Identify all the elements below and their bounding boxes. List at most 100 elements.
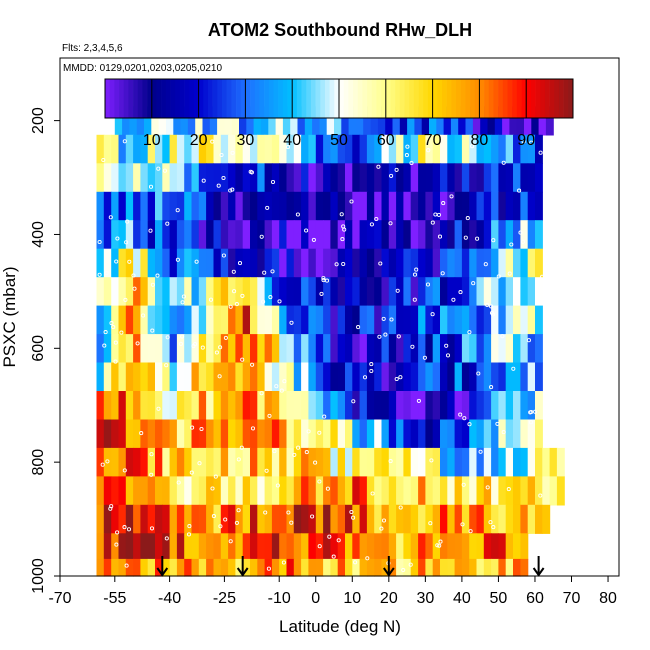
y-axis-label: PSXC (mbar) [0,266,19,367]
sample-marker [500,334,505,339]
heatmap-cell [388,248,397,278]
heatmap-cell [527,362,536,392]
heatmap-cell [396,447,404,477]
sample-marker [321,276,326,281]
heatmap-cell [169,391,178,421]
sample-marker [132,286,137,291]
sample-marker [175,257,180,262]
heatmap-cell [527,248,536,278]
heatmap-cell [96,391,105,421]
heatmap-cell [483,362,492,392]
heatmap-cell [432,419,441,449]
heatmap-cell [220,134,229,164]
sample-marker [281,560,286,565]
heatmap-cell [447,504,456,534]
heatmap-cell [242,163,251,193]
heatmap-cell [125,419,134,449]
sample-marker [304,228,309,233]
heatmap-cell [308,163,317,193]
heatmap-cell [549,447,558,477]
heatmap-cell [469,220,478,250]
sample-marker [176,480,181,485]
heatmap-cell [461,419,470,449]
heatmap-cell [293,419,302,449]
heatmap-cell [454,447,463,477]
heatmap-cell [385,106,394,136]
colorbar-swatch [413,79,419,118]
heatmap-cell [169,305,178,335]
heatmap-cell [220,248,229,278]
sample-marker [180,334,185,339]
heatmap-cell [176,476,185,506]
heatmap-cell [483,476,492,506]
heatmap-cell [96,447,105,477]
heatmap-cell [359,277,368,307]
heatmap-cell [308,362,317,392]
heatmap-cell [323,220,331,250]
heatmap-cell [513,419,521,449]
heatmap-cell [527,504,536,534]
heatmap-cell [516,106,525,136]
heatmap-cell [366,447,375,477]
heatmap-cell [184,504,193,534]
sample-marker [236,457,241,462]
heatmap-cell [147,134,156,164]
heatmap-cell [425,248,434,278]
sample-marker [317,544,322,549]
sample-marker [438,539,443,544]
heatmap-cell [147,558,156,577]
colorbar-swatch [540,79,546,118]
heatmap-cell [461,362,470,392]
heatmap-cell [505,447,514,477]
colorbar-swatch [381,79,387,118]
heatmap-cell [315,447,324,477]
heatmap-cell [242,447,251,477]
sample-marker [501,430,506,435]
heatmap-cell [220,362,229,392]
heatmap-cell [330,558,339,577]
sample-marker [496,274,501,279]
sample-marker [412,272,418,277]
heatmap-cell [337,447,346,477]
heatmap-cell [520,334,529,364]
heatmap-cell [213,419,222,449]
heatmap-cell [396,305,404,335]
heatmap-cell [198,334,207,364]
heatmap-cell [279,220,288,250]
x-tick-label: 60 [526,590,544,607]
heatmap-cell [271,277,280,307]
heatmap-cell [140,305,149,335]
sample-marker [149,526,155,531]
heatmap-cell [96,163,105,193]
sample-marker [228,188,233,193]
heatmap-cell [271,248,280,278]
heatmap-cell [396,134,404,164]
colorbar-swatch [385,79,391,118]
heatmap-cell [498,533,507,560]
colorbar-swatch [418,79,424,118]
heatmap-cell [191,191,200,221]
heatmap-cell [337,533,346,560]
colorbar-swatch [254,79,260,118]
heatmap-cell [169,163,178,193]
sample-marker [351,515,356,520]
heatmap-cell [392,106,401,136]
sample-marker [501,160,506,165]
heatmap-cell [374,277,383,307]
heatmap-cell [461,277,470,307]
heatmap-cell [330,391,339,421]
heatmap-cell [213,334,222,364]
heatmap-cell [483,558,492,577]
heatmap-cell [301,248,309,278]
heatmap-cell [323,476,331,506]
heatmap-cell [403,419,412,449]
heatmap-cell [330,163,339,193]
heatmap-cell [461,191,470,221]
heatmap-cell [352,362,361,392]
heatmap-cell [103,476,112,506]
sample-marker [428,521,433,526]
sample-marker [234,302,239,307]
heatmap-cell [111,134,120,164]
colorbar-swatch [320,79,326,118]
heatmap-cell [264,305,273,335]
